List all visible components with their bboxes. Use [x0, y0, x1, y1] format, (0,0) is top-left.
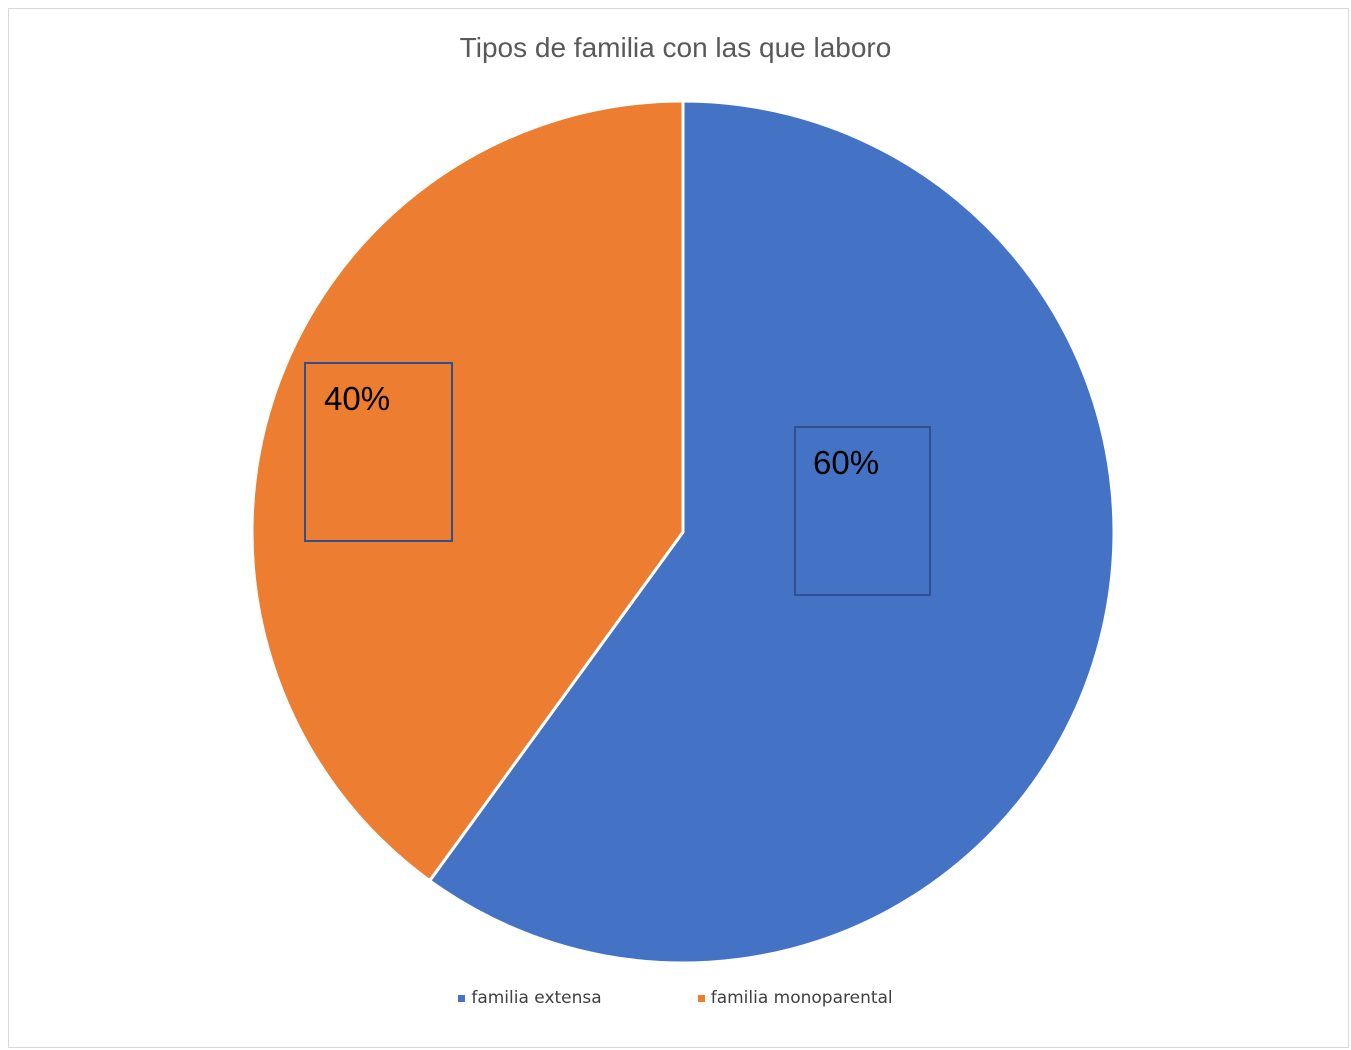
data-label-box-familia-extensa: [794, 426, 931, 596]
pie-slice-familia-monoparental: [250, 99, 685, 883]
data-label-familia-monoparental: 40%: [324, 380, 390, 417]
data-label-familia-extensa: 60%: [813, 444, 879, 481]
pie-slice-familia-extensa: [427, 99, 1116, 965]
legend-label-familia-extensa: familia extensa: [471, 988, 602, 1008]
legend-item-familia-extensa: familia extensa: [458, 988, 602, 1008]
legend-swatch-familia-extensa: [458, 994, 466, 1002]
data-label-box-familia-monoparental: [304, 362, 453, 542]
legend-label-familia-monoparental: familia monoparental: [710, 988, 893, 1008]
chart-title: Tipos de familia con las que laboro: [459, 32, 892, 63]
legend-swatch-familia-monoparental: [697, 994, 705, 1002]
legend-item-familia-monoparental: familia monoparental: [697, 988, 893, 1008]
legend: familia extensa familia monoparental: [0, 988, 1351, 1008]
